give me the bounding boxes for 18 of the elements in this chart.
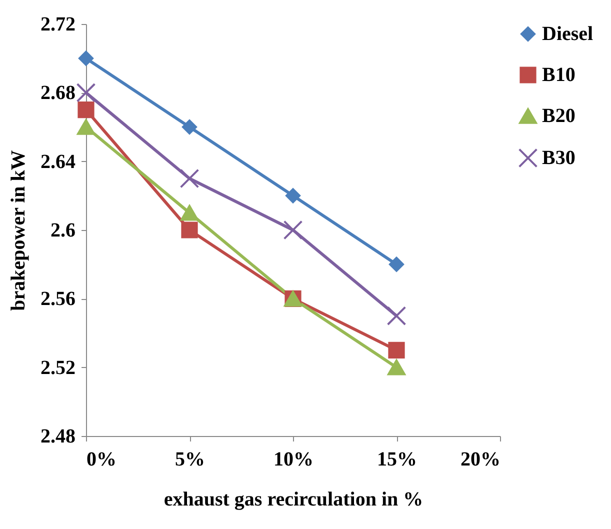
x-tick-label: 5% bbox=[175, 448, 205, 470]
x-tick-label: 0% bbox=[86, 448, 116, 470]
y-tick-label: 2.68 bbox=[40, 82, 76, 104]
legend-label: Diesel bbox=[542, 23, 594, 45]
y-axis-title: brakepower in kW bbox=[8, 150, 30, 311]
y-tick-label: 2.64 bbox=[40, 150, 76, 173]
legend-label: B30 bbox=[542, 147, 576, 169]
legend-label: B10 bbox=[542, 64, 576, 86]
y-tick-label: 2.56 bbox=[40, 288, 76, 310]
x-tick-label: 20% bbox=[460, 448, 500, 470]
x-tick-label: 15% bbox=[377, 448, 417, 470]
legend-label: B20 bbox=[542, 105, 576, 127]
x-tick-label: 10% bbox=[274, 448, 314, 470]
y-tick-label: 2.72 bbox=[40, 14, 76, 36]
y-tick-label: 2.6 bbox=[50, 220, 76, 242]
y-tick-label: 2.48 bbox=[40, 426, 76, 448]
y-tick-label: 2.52 bbox=[40, 356, 76, 379]
x-axis-title: exhaust gas recirculation in % bbox=[164, 488, 424, 510]
